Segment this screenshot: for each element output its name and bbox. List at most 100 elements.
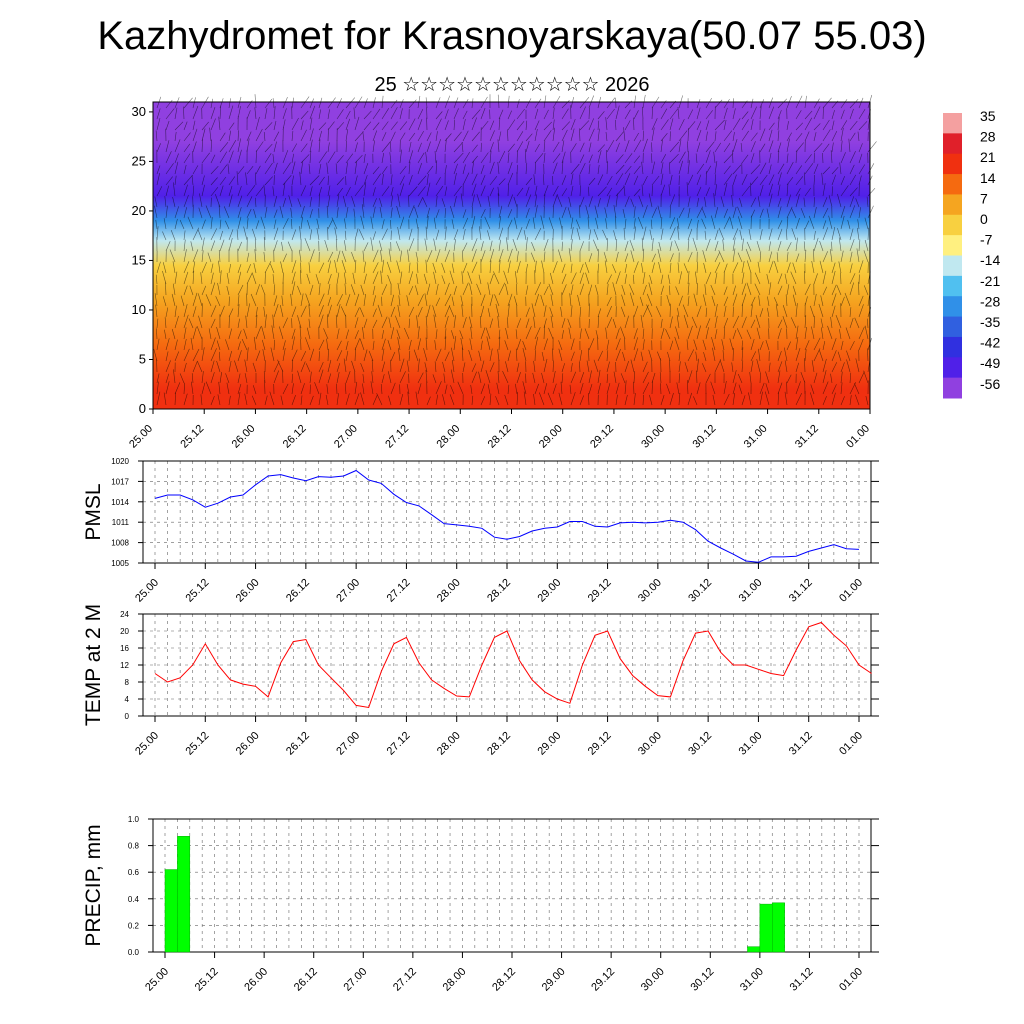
temp-xtick-label: 27.12 — [385, 730, 413, 758]
pmsl-xtick-label: 27.12 — [385, 577, 413, 605]
heatmap-xtick-label: 25.12 — [178, 423, 206, 451]
heatmap-panel: 0 5 10 15 20 25 30 25.00 25.12 26.00 26.12 27.00 27.… — [127, 94, 877, 451]
temp-xtick-label: 01.00 — [837, 730, 865, 758]
pmsl-xtick-label: 25.00 — [133, 577, 161, 605]
heatmap-xtick-label: 27.00 — [332, 423, 360, 451]
precip-bar — [747, 946, 761, 953]
temp-ylabel: TEMP at 2 M — [82, 604, 105, 726]
temp-ytick-label: 8 — [125, 678, 130, 687]
pmsl-ytick-label: 1008 — [111, 539, 129, 548]
heatmap-xtick-label: 01.00 — [844, 423, 872, 451]
colorbar-segment — [943, 153, 962, 175]
pmsl-xtick-label: 26.12 — [284, 577, 312, 605]
heatmap-ytick-label: 10 — [132, 302, 146, 317]
colorbar-segment — [943, 174, 962, 195]
temp-xtick-label: 30.12 — [686, 730, 714, 758]
precip-xtick-label: 30.12 — [688, 966, 716, 994]
colorbar-segment — [943, 316, 962, 338]
heatmap-xtick-label: 30.12 — [691, 423, 719, 451]
heatmap-ytick-label: 0 — [139, 401, 146, 416]
precip-panel: 0.0 0.2 0.4 0.6 0.8 1.0 25.00 25.12 26.00 26.12 27… — [82, 815, 879, 994]
pmsl-ylabel: PMSL — [82, 483, 105, 540]
precip-xtick-label: 31.00 — [738, 966, 766, 994]
precip-xtick-label: 27.12 — [391, 966, 419, 994]
precip-ytick-label: 0.4 — [128, 895, 140, 904]
colorbar-label: -42 — [980, 335, 1000, 351]
pmsl-ytick-label: 1014 — [111, 498, 129, 507]
precip-bar — [772, 902, 785, 953]
colorbar-segment — [943, 357, 962, 379]
precip-xtick-label: 26.00 — [242, 966, 270, 994]
precip-xtick-label: 31.12 — [788, 966, 816, 994]
colorbar-label: -14 — [980, 252, 1000, 268]
colorbar-label: -35 — [980, 314, 1000, 330]
temp-grid — [143, 613, 871, 717]
colorbar-label: -49 — [980, 355, 1000, 371]
heatmap-xtick-label: 29.00 — [537, 423, 565, 451]
pmsl-ytick-label: 1005 — [111, 559, 129, 568]
precip-xtick-label: 25.12 — [193, 966, 221, 994]
temp-xtick-label: 25.00 — [133, 730, 161, 758]
colorbar-label: 21 — [980, 149, 996, 165]
heatmap-ytick-label: 5 — [139, 351, 146, 366]
colorbar: 35 28 21 14 7 0 -7 -14 -21 -28 -35 -42 -49 -56 — [943, 108, 1000, 399]
temp-xtick-label: 26.00 — [234, 730, 262, 758]
pmsl-panel: 1005 1008 1011 1014 1017 1020 25.00 25.12 26.00 2… — [82, 457, 879, 605]
heatmap-ytick-label: 30 — [132, 104, 146, 119]
precip-ytick-label: 0.2 — [128, 921, 140, 930]
colorbar-label: -56 — [980, 376, 1000, 392]
heatmap-xtick-label: 30.00 — [639, 423, 667, 451]
temp-ytick-label: 4 — [125, 695, 130, 704]
precip-bar — [177, 836, 191, 953]
pmsl-xtick-label: 28.12 — [485, 577, 513, 605]
temp-ytick-label: 20 — [120, 627, 129, 636]
temp-series-line — [154, 621, 872, 709]
precip-ytick-label: 0.0 — [128, 948, 140, 957]
colorbar-segment — [943, 194, 962, 216]
temp-xtick-label: 29.12 — [586, 730, 614, 758]
heatmap-xtick-label: 27.12 — [383, 423, 411, 451]
pmsl-xtick-label: 31.00 — [737, 577, 765, 605]
temp-xtick-label: 30.00 — [636, 730, 664, 758]
colorbar-segment — [943, 336, 962, 358]
colorbar-segment — [943, 133, 962, 155]
temp-xtick-label: 29.00 — [535, 730, 563, 758]
temp-xtick-label: 28.12 — [485, 730, 513, 758]
precip-bar — [164, 869, 178, 953]
chart-subtitle: 25 ☆☆☆☆☆☆☆☆☆☆☆ 2026 — [374, 74, 650, 96]
pmsl-series-line — [154, 469, 860, 563]
chart-title: Kazhydromet for Krasnoyarskaya(50.07 55.… — [97, 14, 927, 58]
pmsl-xtick-label: 30.00 — [636, 577, 664, 605]
pmsl-xtick-label: 30.12 — [686, 577, 714, 605]
heatmap-xtick-label: 31.00 — [742, 423, 770, 451]
temp-xtick-label: 26.12 — [284, 730, 312, 758]
heatmap-xtick-label: 25.00 — [127, 423, 155, 451]
colorbar-label: -28 — [980, 293, 1000, 309]
colorbar-segment — [943, 255, 962, 277]
pmsl-xtick-label: 29.12 — [586, 577, 614, 605]
pmsl-xtick-label: 25.12 — [183, 577, 211, 605]
colorbar-segment — [943, 113, 962, 134]
colorbar-label: 0 — [980, 211, 988, 227]
pmsl-ytick-label: 1011 — [112, 518, 130, 527]
heatmap-xtick-label: 31.12 — [793, 423, 821, 451]
heatmap-ytick-label: 15 — [132, 252, 146, 267]
temp-ytick-label: 12 — [120, 661, 129, 670]
precip-xtick-label: 29.00 — [540, 966, 568, 994]
wind-vectors — [153, 94, 877, 406]
pmsl-xtick-label: 26.00 — [234, 577, 262, 605]
heatmap-xtick-label: 26.12 — [281, 423, 309, 451]
precip-xtick-label: 26.12 — [292, 966, 320, 994]
heatmap-ytick-label: 20 — [132, 203, 146, 218]
heatmap-xtick-label: 28.12 — [486, 423, 514, 451]
pmsl-ytick-label: 1020 — [111, 457, 129, 466]
colorbar-segment — [943, 296, 962, 318]
precip-xtick-label: 25.00 — [143, 966, 171, 994]
heatmap-ytick-label: 25 — [132, 153, 146, 168]
precip-xtick-label: 01.00 — [837, 966, 865, 994]
precip-bar — [759, 903, 773, 953]
precip-xtick-label: 30.00 — [639, 966, 667, 994]
pmsl-xtick-label: 28.00 — [435, 577, 463, 605]
pmsl-ytick-label: 1017 — [111, 477, 129, 486]
pmsl-xtick-label: 29.00 — [535, 577, 563, 605]
